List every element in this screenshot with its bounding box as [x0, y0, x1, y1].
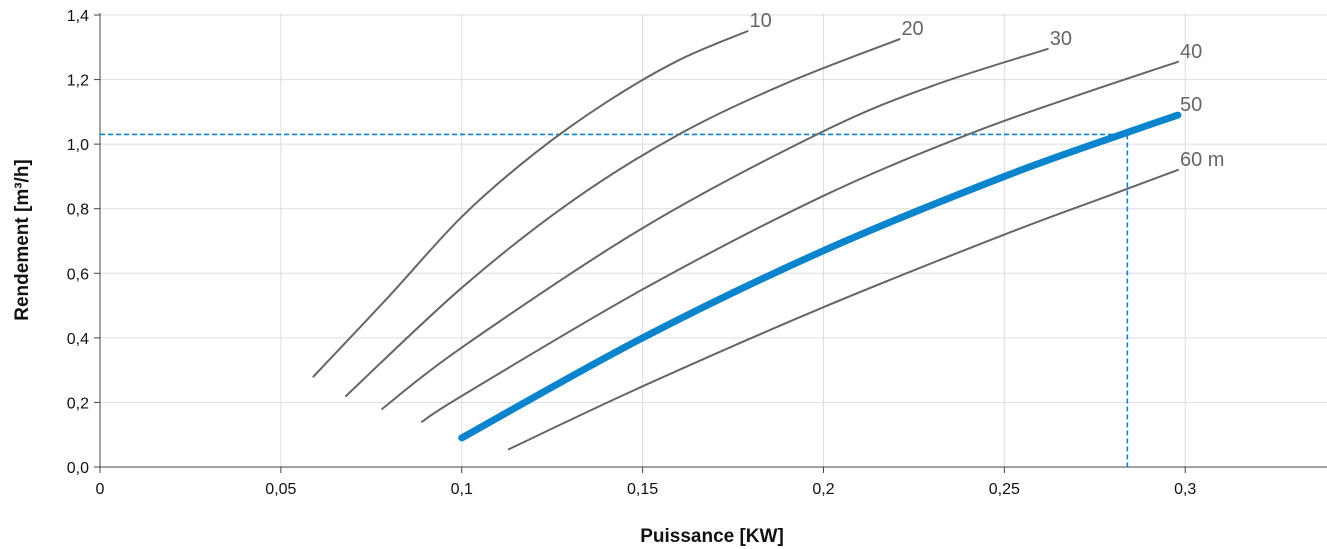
series-line-10 [312, 30, 749, 378]
series-line-60-m [507, 168, 1179, 451]
axes [94, 13, 1327, 473]
series-label-50: 50 [1180, 94, 1202, 116]
series-line-50 [458, 111, 1182, 442]
x-tick-label: 0,15 [627, 481, 658, 498]
series-group [312, 30, 1182, 451]
series-line-40 [420, 60, 1179, 423]
y-tick-label: 1,2 [67, 73, 89, 90]
series-line-30 [381, 47, 1049, 410]
x-tick-label: 0,1 [451, 481, 473, 498]
y-tick-label: 1,4 [67, 8, 89, 25]
series-label-30: 30 [1050, 28, 1072, 50]
grid [100, 13, 1327, 467]
x-tick-label: 0,25 [989, 481, 1020, 498]
x-tick-label: 0,2 [812, 481, 834, 498]
y-tick-label: 1,0 [67, 137, 89, 154]
tick-labels: 0 0,05 0,1 0,15 0,2 0,25 0,3 0,0 0,2 0,4 0,6 0,8 1,0… [67, 8, 1197, 498]
x-tick-label: 0 [96, 481, 105, 498]
x-axis-title: Puissance [KW] [640, 526, 784, 547]
series-label-10: 10 [750, 10, 772, 32]
y-axis-title: Rendement [m³/h] [12, 159, 33, 321]
y-tick-label: 0,8 [67, 202, 89, 219]
x-tick-label: 0,3 [1174, 481, 1196, 498]
series-labels: 10 20 30 40 50 60 m [750, 10, 1225, 171]
series-label-40: 40 [1180, 41, 1202, 63]
series-label-60-m: 60 m [1180, 149, 1224, 171]
y-tick-label: 0,6 [67, 266, 89, 283]
y-tick-label: 0,4 [67, 331, 89, 348]
series-line-20 [344, 38, 901, 397]
x-tick-label: 0,05 [265, 481, 296, 498]
y-tick-label: 0,2 [67, 395, 89, 412]
series-label-20: 20 [901, 18, 923, 40]
reference-lines [100, 133, 1129, 467]
y-tick-label: 0,0 [67, 460, 89, 477]
